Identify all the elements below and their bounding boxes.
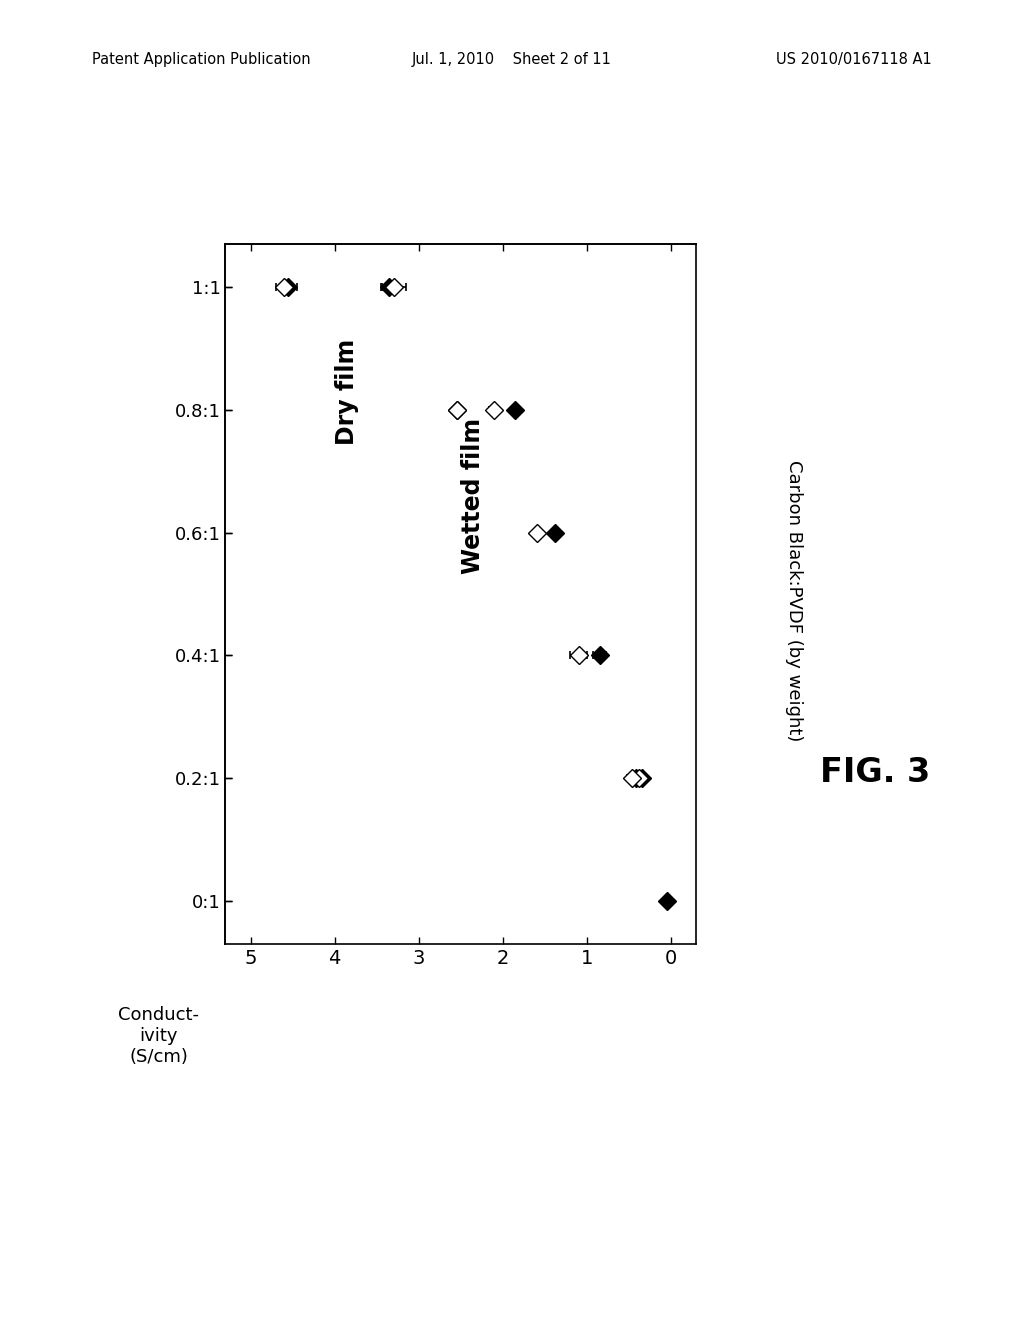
- Text: Wetted film: Wetted film: [462, 417, 485, 574]
- Text: Dry film: Dry film: [335, 338, 359, 445]
- Text: Patent Application Publication: Patent Application Publication: [92, 51, 311, 67]
- Text: Jul. 1, 2010    Sheet 2 of 11: Jul. 1, 2010 Sheet 2 of 11: [412, 51, 612, 67]
- Text: Carbon Black:PVDF (by weight): Carbon Black:PVDF (by weight): [784, 459, 803, 742]
- Text: FIG. 3: FIG. 3: [820, 755, 931, 789]
- Text: Conduct-
ivity
(S/cm): Conduct- ivity (S/cm): [118, 1006, 200, 1067]
- Text: US 2010/0167118 A1: US 2010/0167118 A1: [776, 51, 932, 67]
